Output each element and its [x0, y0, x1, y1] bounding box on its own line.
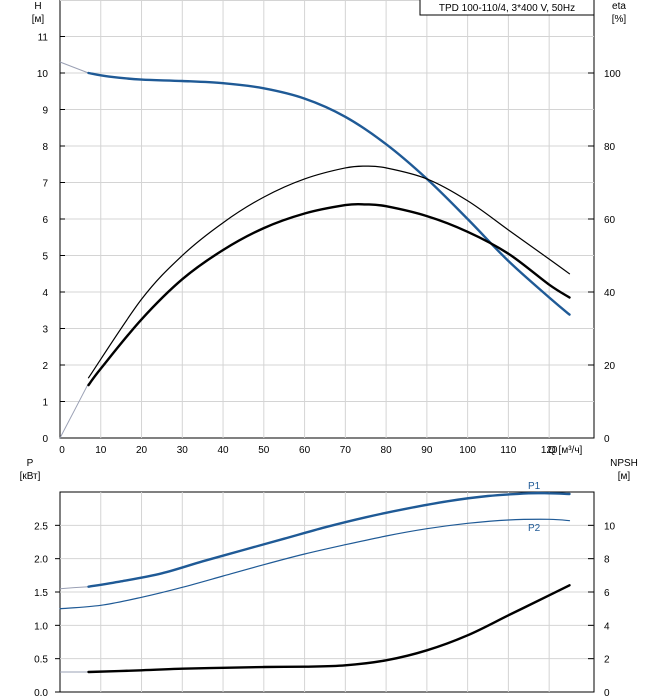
lower-grid [60, 492, 594, 692]
lower-left-tick-label: 2.5 [34, 521, 48, 532]
lower-left-tick-label: 2.0 [34, 555, 48, 566]
upper-left-tick-label: 11 [38, 33, 49, 44]
upper-left-tick-label: 8 [42, 142, 48, 153]
x-tick-label: 60 [299, 445, 311, 456]
lower-right-tick-label: 6 [604, 588, 610, 599]
chart-title: TPD 100-110/4, 3*400 V, 50Hz [439, 3, 575, 14]
x-tick-label: 90 [421, 445, 433, 456]
upper-right-tick-label: 100 [604, 69, 621, 80]
lower-right-tick-label: 10 [604, 521, 616, 532]
lower-right-tick-label: 0 [604, 688, 610, 699]
upper-right-tick-label: 80 [604, 142, 616, 153]
upper-left-tick-label: 9 [42, 106, 48, 117]
lower-right-axis-title: NPSH [610, 458, 638, 469]
lower-right-tick-label: 2 [604, 655, 610, 666]
upper-right-tick-label: 60 [604, 215, 616, 226]
upper-right-axis-title: eta [612, 1, 626, 12]
x-tick-label: 50 [258, 445, 270, 456]
x-tick-label: 10 [95, 445, 107, 456]
upper-left-tick-label: 7 [42, 179, 48, 190]
x-tick-label: 70 [340, 445, 352, 456]
curves [59, 61, 571, 674]
upper-left-axis-title: H [34, 1, 41, 12]
upper-left-tick-label: 0 [42, 434, 48, 445]
lower-left-tick-label: 0.5 [34, 655, 48, 666]
x-tick-label: 100 [459, 445, 476, 456]
x-tick-label: 40 [217, 445, 229, 456]
upper-left-axis-unit: [м] [32, 14, 45, 25]
x-tick-label: 120 [541, 445, 558, 456]
upper-eta-curve [87, 202, 571, 387]
lower-right-axis-unit: [м] [618, 471, 631, 482]
x-axis-title: Q [м³/ч] [548, 445, 583, 456]
x-tick-label: 20 [136, 445, 148, 456]
upper-right-axis-unit: [%] [612, 14, 627, 25]
x-tick-label: 80 [381, 445, 393, 456]
chart-title-box [419, 0, 595, 16]
upper-eta-extrapolation-line [59, 383, 89, 439]
upper-right-tick-label: 20 [604, 361, 616, 372]
label-p1: P1 [528, 481, 541, 492]
lower-p2-curve [59, 518, 571, 610]
upper-eta-thin-curve [87, 165, 571, 379]
upper-left-tick-label: 10 [37, 69, 49, 80]
lower-p1-extrapolation-line [59, 586, 89, 590]
upper-left-tick-label: 4 [42, 288, 48, 299]
x-tick-label: 110 [500, 445, 516, 456]
lower-left-tick-label: 0.0 [34, 688, 48, 699]
upper-left-tick-label: 5 [42, 252, 48, 263]
lower-right-tick-label: 8 [604, 555, 610, 566]
upper-left-tick-label: 3 [42, 325, 48, 336]
lower-left-axis-title: P [27, 458, 34, 469]
x-tick-label: 0 [59, 445, 65, 456]
lower-left-tick-label: 1.5 [34, 588, 48, 599]
label-p2: P2 [528, 523, 541, 534]
upper-left-tick-label: 2 [42, 361, 48, 372]
lower-p1-curve [87, 491, 571, 588]
upper-h-curve [87, 71, 571, 316]
lower-left-axis-unit: [кВт] [20, 471, 41, 482]
upper-h-extrapolation-line [59, 61, 89, 74]
x-tick-label: 30 [177, 445, 189, 456]
upper-right-tick-label: 0 [604, 434, 610, 445]
lower-right-tick-label: 4 [604, 621, 610, 632]
upper-right-tick-label: 40 [604, 288, 616, 299]
upper-left-tick-label: 6 [42, 215, 48, 226]
lower-left-tick-label: 1.0 [34, 621, 48, 632]
axis-ticks: 0 10 20 30 40 50 60 70 80 90 100 110 120012345678910… [34, 33, 621, 700]
lower-npsh-curve [87, 584, 571, 674]
upper-left-tick-label: 1 [42, 398, 48, 409]
